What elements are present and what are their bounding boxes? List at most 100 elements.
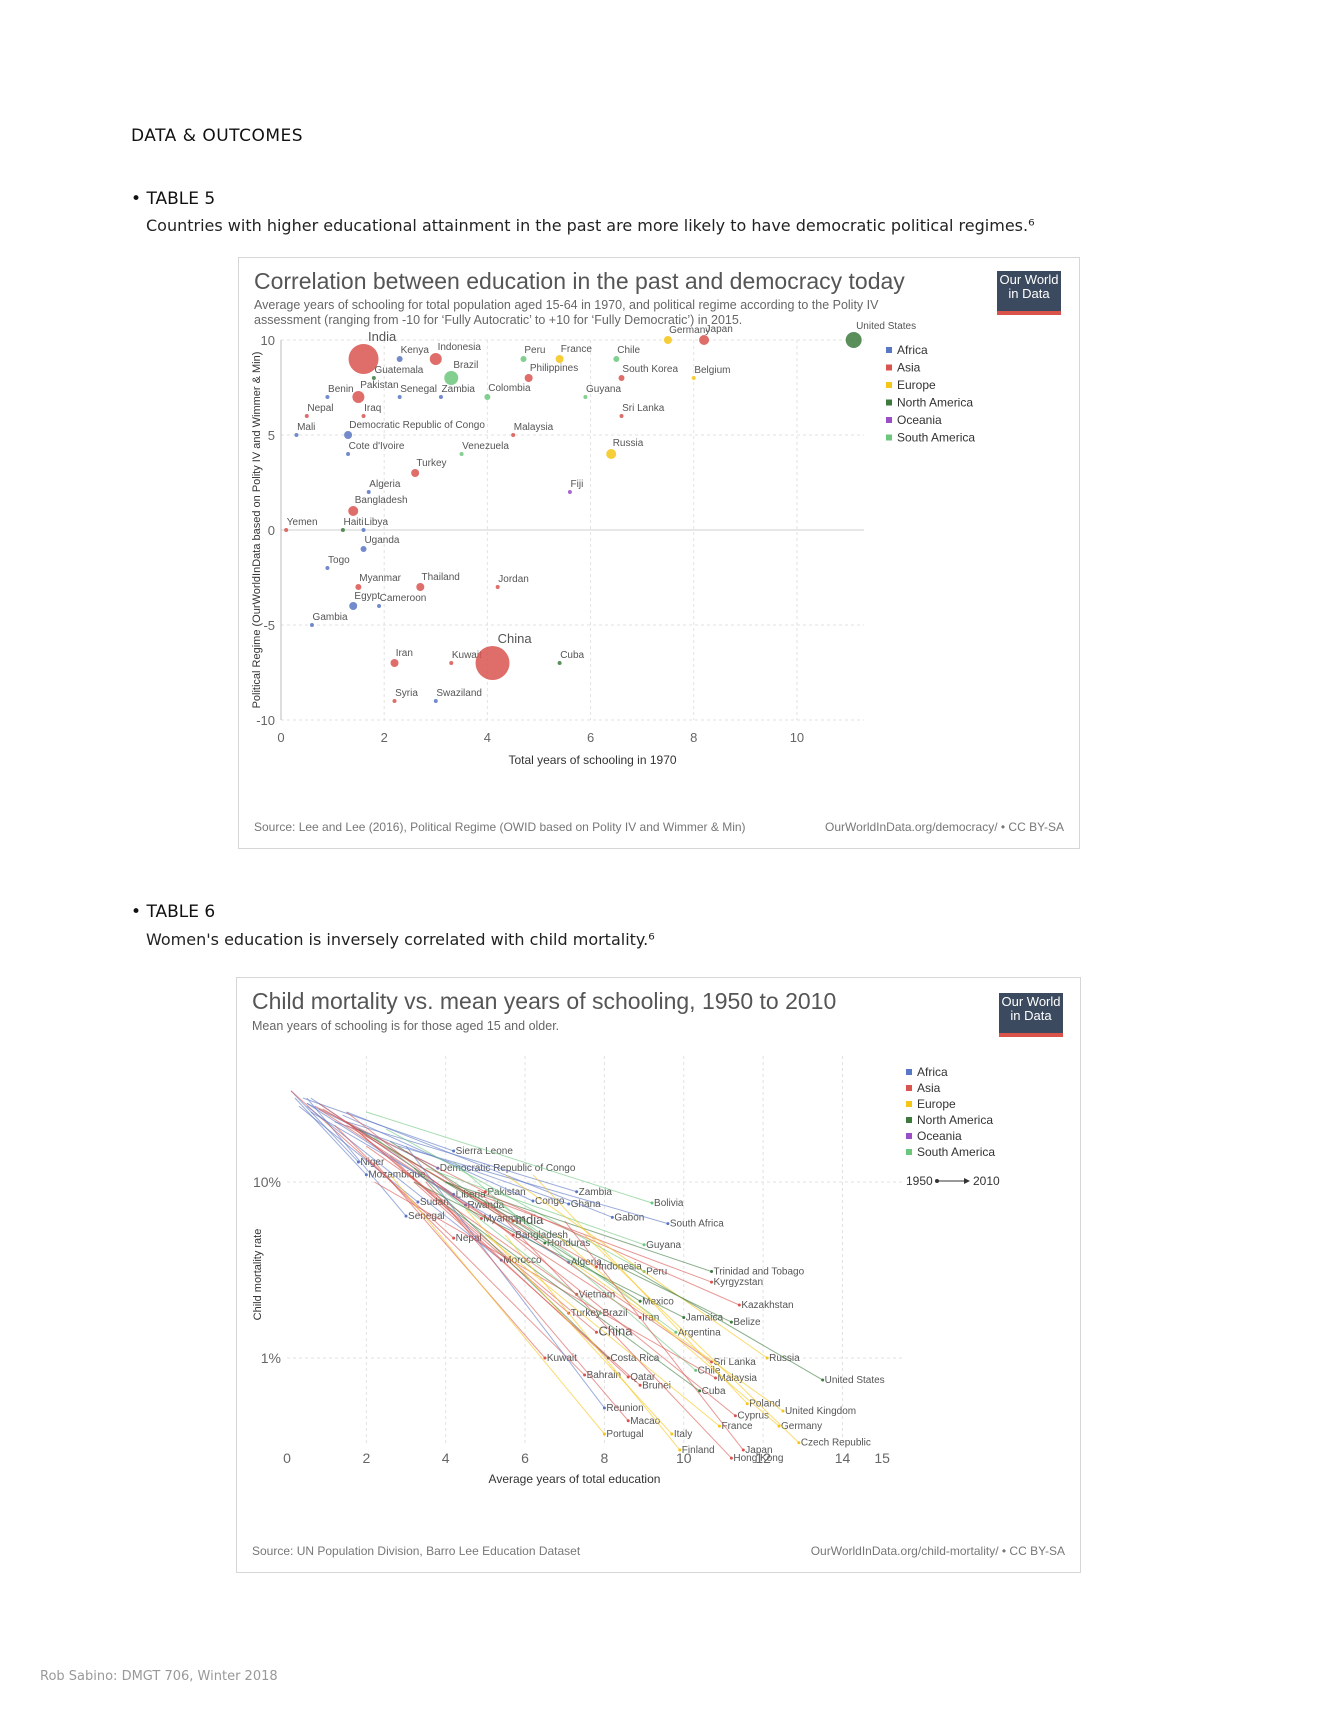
y-tick-label: 0 [268,523,275,538]
series-label-south-africa: South Africa [670,1219,724,1230]
fig2-license-link[interactable]: OurWorldInData.org/child-mortality/ • CC… [810,1544,1065,1558]
x-tick-label: 8 [690,730,697,745]
table6-label: • TABLE 6 [131,902,216,922]
point-label-mali: Mali [297,422,315,433]
point-label-venezuela: Venezuela [462,441,509,452]
series-line-cuba [437,1198,700,1392]
child-mortality-figure: Child mortality vs. mean years of school… [236,977,1081,1573]
point-label-south-korea: South Korea [622,364,678,375]
legend-swatch-asia [906,1085,912,1091]
point-label-iraq: Iraq [364,403,381,414]
point-cuba [557,661,562,665]
fig1-license-link[interactable]: OurWorldInData.org/democracy/ • CC BY-SA [825,820,1064,834]
series-label-peru: Peru [646,1267,667,1278]
series-label-mexico: Mexico [642,1296,674,1307]
point-india [348,344,379,374]
owid-logo-line1: Our World [1001,994,1061,1009]
x-tick-label: 10 [790,730,804,745]
x-tick-label: 2 [381,730,388,745]
series-label-brazil: Brazil [602,1308,627,1319]
series-label-chile: Chile [698,1365,721,1376]
series-line-macao [425,1181,629,1422]
point-guatemala [371,376,376,380]
series-label-reunion: Reunion [606,1403,643,1414]
series-end-bahrain [583,1373,587,1377]
table6-caption: Women's education is inversely correlate… [146,930,655,949]
owid-logo-line1: Our World [999,272,1059,287]
series-label-bahrain: Bahrain [587,1370,621,1381]
point-jordan [495,585,500,589]
series-end-mozambique [364,1173,368,1177]
fig2-source: Source: UN Population Division, Barro Le… [252,1544,581,1558]
series-label-vietnam: Vietnam [579,1289,616,1300]
legend-label-north-america: North America [897,396,973,410]
fig2-subtitle: Mean years of schooling is for those age… [252,1019,560,1033]
point-bangladesh [348,506,359,516]
fig1-subtitle-line1: Average years of schooling for total pop… [254,298,879,312]
point-libya [361,528,366,532]
x-tick-label: 2 [362,1450,370,1466]
y-tick-label: 10% [253,1174,281,1190]
series-line-hong-kong [485,1198,732,1459]
point-label-syria: Syria [395,688,418,699]
point-benin [325,395,330,399]
point-label-togo: Togo [328,555,350,566]
point-label-cuba: Cuba [560,650,584,661]
series-label-zambia: Zambia [579,1187,613,1198]
series-line-sudan [298,1105,419,1203]
series-label-guyana: Guyana [646,1240,681,1251]
series-line-czech-republic [584,1234,800,1444]
series-end-sierra-leone [452,1149,456,1153]
point-malaysia [511,433,516,437]
series-end-czech-republic [797,1441,801,1445]
series-label-kazakhstan: Kazakhstan [741,1300,793,1311]
point-myanmar [355,584,362,590]
series-label-macao: Macao [630,1416,660,1427]
series-label-honduras: Honduras [547,1238,590,1249]
point-gambia [309,623,314,627]
series-end-niger [356,1160,360,1164]
point-label-algeria: Algeria [369,479,401,490]
legend-swatch-south-america [886,434,892,441]
point-cote-d-ivoire [346,452,351,456]
legend-label-asia: Asia [917,1081,941,1095]
point-label-indonesia: Indonesia [438,342,482,353]
series-label-kyrgyzstan: Kyrgyzstan [714,1277,763,1288]
x-tick-label: 8 [601,1450,609,1466]
child-mortality-line-chart: 10% 1% 0 2 4 6 8 10 12 14 15 Average years of total… [252,1056,1000,1486]
point-venezuela [459,452,464,456]
point-label-japan: Japan [706,324,733,335]
owid-logo: Our World in Data [997,271,1061,315]
point-label-egypt: Egypt [354,591,380,602]
point-guyana [583,395,588,399]
point-label-benin: Benin [328,384,354,395]
point-label-france: France [561,344,593,355]
series-label-sudan: Sudan [420,1197,449,1208]
series-label-sierra-leone: Sierra Leone [456,1146,514,1157]
series-label-niger: Niger [360,1157,385,1168]
series-line-morocco [306,1105,502,1261]
series-label-united-states: United States [825,1375,885,1386]
point-pakistan [352,391,365,403]
series-label-jamaica: Jamaica [686,1312,724,1323]
series-label-cyprus: Cyprus [737,1411,769,1422]
legend-label-oceania: Oceania [897,413,942,427]
series-end-hong-kong [729,1456,733,1460]
series-label-argentina: Argentina [678,1327,721,1338]
point-kenya [396,356,403,362]
point-united-states [845,332,862,348]
series-end-gabon [610,1215,614,1219]
legend-swatch-africa [886,347,892,353]
y-tick-label: 1% [261,1350,281,1366]
legend-label-south-america: South America [897,431,975,445]
democracy-figure: Correlation between education in the pas… [238,257,1080,849]
series-end-japan [741,1448,745,1452]
series-label-gabon: Gabon [614,1212,644,1223]
point-label-jordan: Jordan [498,574,529,585]
series-line-qatar [389,1155,629,1378]
point-yemen [284,528,289,532]
point-label-peru: Peru [524,345,545,356]
point-label-myanmar: Myanmar [359,573,401,584]
point-philippines [524,374,533,382]
series-line-mozambique [294,1097,367,1176]
